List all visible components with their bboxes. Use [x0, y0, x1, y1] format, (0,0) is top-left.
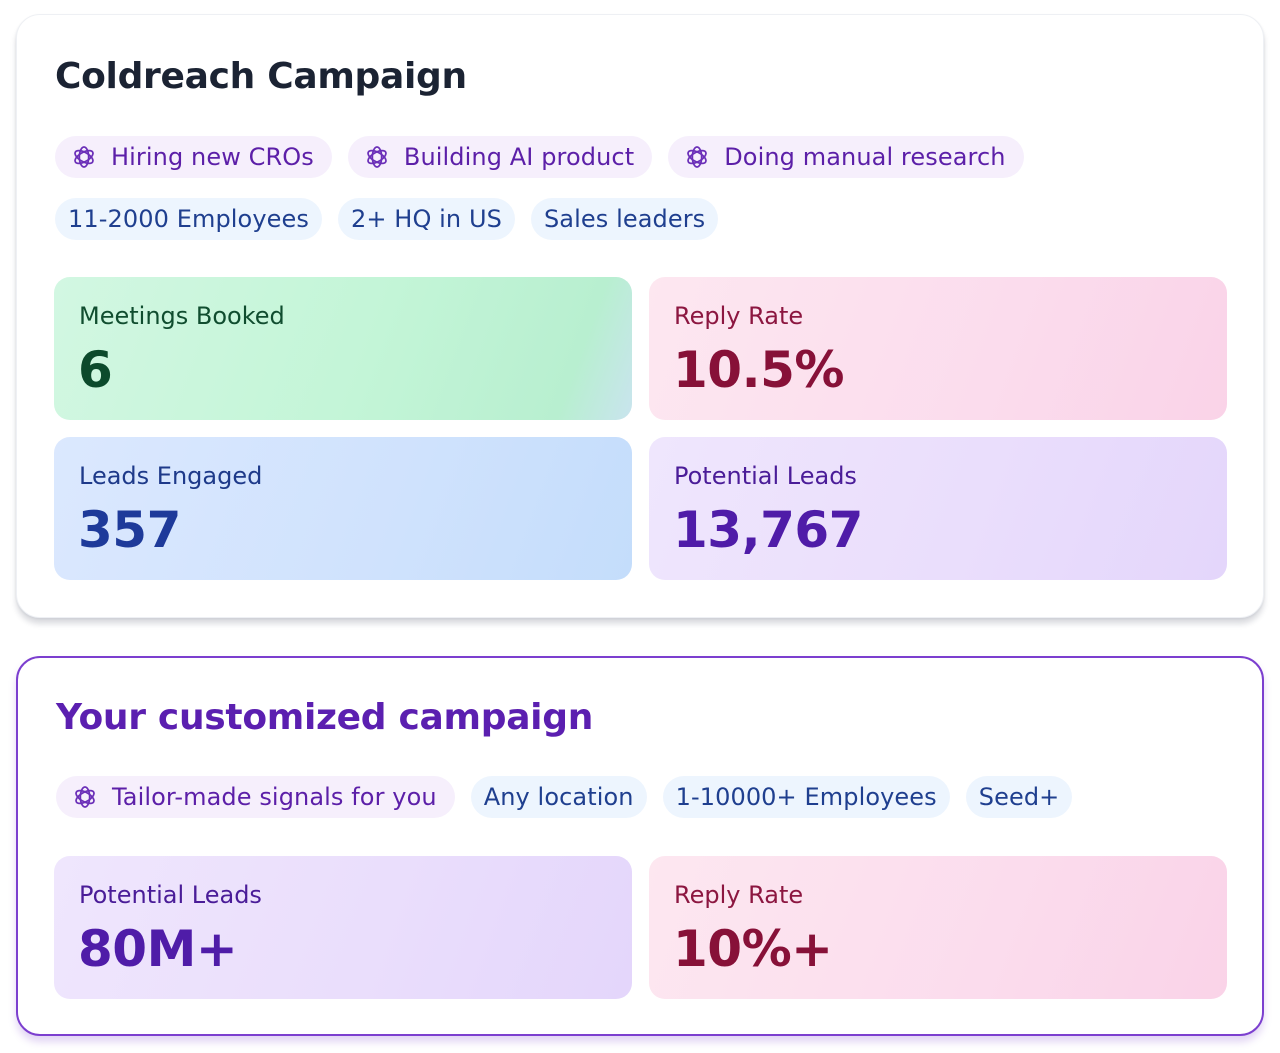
- chip-label: Building AI product: [403, 143, 635, 171]
- ai-spark-icon: [71, 144, 97, 170]
- filter-chip-funding-stage[interactable]: Seed+: [965, 776, 1073, 818]
- signal-chip-row: Hiring new CROs Building AI product Doin…: [55, 136, 1024, 178]
- metric-leads-engaged: Leads Engaged 357: [54, 437, 632, 580]
- metric-reply-rate: Reply Rate 10%+: [649, 856, 1227, 999]
- signal-chip-doing-manual-research[interactable]: Doing manual research: [668, 136, 1024, 178]
- signal-chip-building-ai-product[interactable]: Building AI product: [347, 136, 653, 178]
- metric-value: 6: [78, 341, 113, 399]
- metric-potential-leads: Potential Leads 80M+: [54, 856, 632, 999]
- ai-spark-icon: [72, 784, 98, 810]
- filter-chip-location[interactable]: Any location: [470, 776, 647, 818]
- metric-value: 10.5%: [673, 341, 844, 399]
- card-title: Your customized campaign: [56, 697, 594, 738]
- filter-chip-sales-leaders[interactable]: Sales leaders: [530, 198, 719, 240]
- ai-spark-icon: [364, 144, 390, 170]
- metric-label: Reply Rate: [674, 881, 804, 909]
- metric-label: Meetings Booked: [79, 302, 285, 330]
- signal-chip-hiring-new-cros[interactable]: Hiring new CROs: [55, 136, 332, 178]
- metric-meetings-booked: Meetings Booked 6: [54, 277, 632, 420]
- chip-label: Doing manual research: [724, 143, 1006, 171]
- filter-chip-row: 11-2000 Employees 2+ HQ in US Sales lead…: [55, 198, 719, 240]
- filter-chip-employees[interactable]: 11-2000 Employees: [55, 198, 322, 240]
- metric-label: Leads Engaged: [79, 462, 263, 490]
- coldreach-campaign-card: Coldreach Campaign Hiring new CROs Build…: [16, 14, 1264, 618]
- customized-campaign-card: Your customized campaign Tailor-made sig…: [16, 656, 1264, 1036]
- metric-value: 10%+: [673, 920, 833, 978]
- metric-potential-leads: Potential Leads 13,767: [649, 437, 1227, 580]
- card-title: Coldreach Campaign: [55, 56, 467, 97]
- ai-spark-icon: [684, 144, 710, 170]
- metric-label: Reply Rate: [674, 302, 804, 330]
- metric-value: 80M+: [78, 920, 238, 978]
- chip-label: Tailor-made signals for you: [112, 783, 437, 811]
- metric-label: Potential Leads: [674, 462, 857, 490]
- chip-label: Hiring new CROs: [111, 143, 314, 171]
- metric-reply-rate: Reply Rate 10.5%: [649, 277, 1227, 420]
- chip-row: Tailor-made signals for you Any location…: [56, 776, 1073, 818]
- filter-chip-employees[interactable]: 1-10000+ Employees: [662, 776, 950, 818]
- metric-value: 13,767: [673, 501, 863, 559]
- filter-chip-hq[interactable]: 2+ HQ in US: [337, 198, 515, 240]
- signal-chip-tailor-made[interactable]: Tailor-made signals for you: [56, 776, 455, 818]
- metric-label: Potential Leads: [79, 881, 262, 909]
- metric-value: 357: [78, 501, 181, 559]
